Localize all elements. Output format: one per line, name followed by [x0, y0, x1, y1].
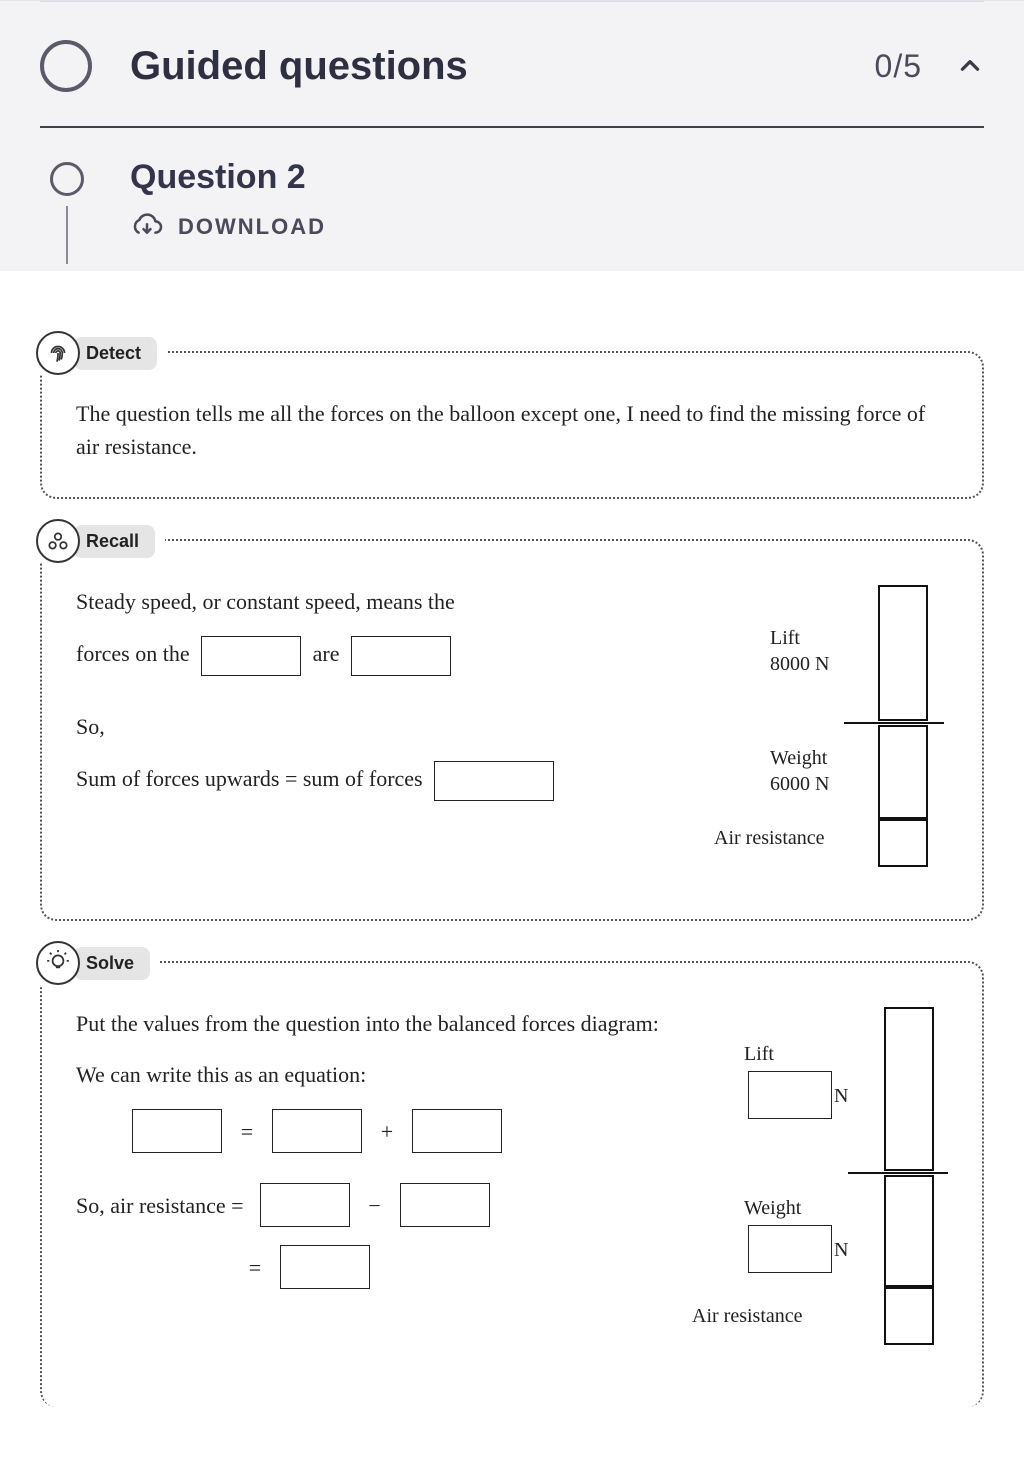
solve-eq2: So, air resistance = − — [76, 1183, 668, 1227]
lightbulb-icon — [36, 941, 80, 985]
lift-label-2: Lift — [744, 1043, 774, 1066]
eq3-equals: = — [246, 1251, 264, 1284]
solve-header: Solve — [36, 941, 160, 985]
recall-text: Steady speed, or constant speed, means t… — [76, 585, 658, 885]
eq2-blank-1[interactable] — [260, 1183, 350, 1227]
progress-circle-icon — [40, 40, 92, 92]
air-bar-2 — [884, 1287, 934, 1345]
solve-box: Solve Put the values from the question i… — [40, 961, 984, 1407]
eq1-blank-2[interactable] — [272, 1109, 362, 1153]
recall-line1b: forces on the — [76, 641, 190, 666]
question-status-circle-icon — [50, 162, 84, 196]
eq1-plus: + — [378, 1115, 396, 1148]
weight-value-blank[interactable] — [748, 1225, 832, 1273]
progress-counter: 0/5 — [875, 48, 922, 85]
so-air-label: So, air resistance = — [76, 1189, 244, 1222]
eq2-minus: − — [366, 1189, 384, 1222]
air-label: Air resistance — [714, 827, 825, 850]
recall-force-diagram: Lift 8000 N Weight 6000 N Air resistance — [678, 585, 948, 885]
question-header: Question 2 DOWNLOAD — [40, 128, 984, 271]
eq3-blank-1[interactable] — [280, 1245, 370, 1289]
detect-box: Detect The question tells me all the for… — [40, 351, 984, 499]
question-title: Question 2 — [130, 158, 326, 197]
recall-sumline: Sum of forces upwards = sum of forces — [76, 766, 423, 791]
recall-box: Recall Steady speed, or constant speed, … — [40, 539, 984, 921]
worksheet: Detect The question tells me all the for… — [0, 271, 1024, 1427]
recall-blank-2[interactable] — [351, 636, 451, 676]
lift-unit: N — [834, 1085, 848, 1108]
weight-label: Weight — [770, 747, 827, 770]
lift-value-blank[interactable] — [748, 1071, 832, 1119]
eq2-blank-2[interactable] — [400, 1183, 490, 1227]
cloud-download-icon — [130, 213, 164, 241]
collapse-toggle[interactable] — [956, 52, 984, 80]
recall-header: Recall — [36, 519, 165, 563]
solve-eq1: = + — [126, 1109, 668, 1153]
recall-line1a: Steady speed, or constant speed, means t… — [76, 585, 658, 618]
detect-text: The question tells me all the forces on … — [76, 397, 948, 463]
weight-bar — [878, 725, 928, 819]
solve-line1: Put the values from the question into th… — [76, 1007, 668, 1040]
chevron-up-icon — [957, 53, 983, 79]
detect-header: Detect — [36, 331, 167, 375]
top-region: Guided questions 0/5 Question 2 DOWNLOAD — [0, 0, 1024, 271]
lift-bar-2 — [884, 1007, 934, 1171]
timeline-line — [66, 206, 68, 264]
download-button[interactable]: DOWNLOAD — [130, 213, 326, 241]
recall-label: Recall — [74, 525, 155, 558]
section-title: Guided questions — [130, 44, 875, 89]
solve-eq3: = — [246, 1245, 668, 1289]
diagram-midline — [844, 722, 944, 724]
weight-label-2: Weight — [744, 1197, 801, 1220]
detect-label: Detect — [74, 337, 157, 370]
eq1-blank-1[interactable] — [132, 1109, 222, 1153]
download-label: DOWNLOAD — [178, 214, 326, 240]
fingerprint-icon — [36, 331, 80, 375]
weight-value: 6000 N — [770, 773, 829, 796]
recall-blank-3[interactable] — [434, 761, 554, 801]
recall-blank-1[interactable] — [201, 636, 301, 676]
solve-force-diagram: Lift N Weight N Air resistance — [688, 1007, 948, 1397]
solve-line2: We can write this as an equation: — [76, 1058, 668, 1091]
air-bar — [878, 819, 928, 867]
lift-bar — [878, 585, 928, 721]
air-label-2: Air resistance — [692, 1305, 803, 1328]
lift-label: Lift — [770, 627, 800, 650]
recall-line1c: are — [313, 641, 340, 666]
recall-so: So, — [76, 710, 658, 743]
weight-unit: N — [834, 1239, 848, 1262]
gears-icon — [36, 519, 80, 563]
section-header: Guided questions 0/5 — [40, 2, 984, 126]
diagram-midline-2 — [848, 1172, 948, 1174]
solve-text: Put the values from the question into th… — [76, 1007, 668, 1397]
eq1-blank-3[interactable] — [412, 1109, 502, 1153]
weight-bar-2 — [884, 1175, 934, 1287]
eq1-equals: = — [238, 1115, 256, 1148]
solve-label: Solve — [74, 947, 150, 980]
lift-value: 8000 N — [770, 653, 829, 676]
